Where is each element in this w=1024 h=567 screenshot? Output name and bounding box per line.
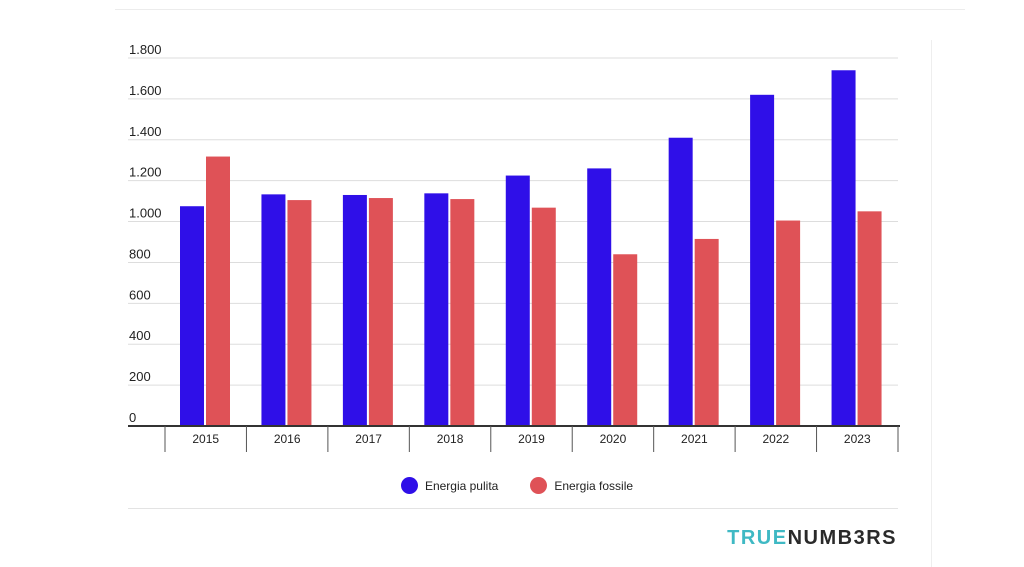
bar-energia-fossile-2015: [206, 156, 230, 426]
x-tick-label-2019: 2019: [518, 432, 545, 446]
bar-energia-pulita-2023: [831, 70, 856, 427]
legend-label-energia-pulita: Energia pulita: [424, 478, 499, 493]
x-tick-label-2020: 2020: [600, 432, 627, 446]
logo-part-numb3rs: NUMB3RS: [787, 527, 897, 549]
legend-swatch-energia-pulita: [400, 477, 418, 494]
bar-energia-fossile-2022: [776, 220, 801, 426]
logo-part-true: TRUE: [727, 527, 788, 549]
legend: Energia pulita Energia fossile: [0, 477, 1024, 494]
bar-energia-fossile-2023: [857, 211, 882, 426]
top-divider: [115, 9, 965, 10]
right-divider: [931, 40, 932, 567]
bar-energia-fossile-2016: [287, 200, 312, 426]
bar-energia-fossile-2018: [450, 199, 475, 426]
legend-label-energia-fossile: Energia fossile: [554, 478, 634, 493]
y-tick-label-0: 0: [129, 410, 136, 425]
x-tick-label-2022: 2022: [762, 432, 789, 446]
brand-logo: TRUENUMB3RS: [727, 527, 897, 550]
y-tick-label-7: 1.400: [129, 124, 162, 139]
legend-swatch-energia-fossile: [530, 477, 548, 494]
bar-energia-pulita-2022: [750, 94, 775, 427]
bar-chart: 0 200 400 600 800 1.000 1.200 1.400 1.600 1.800 20…: [128, 42, 900, 452]
legend-item-energia-pulita[interactable]: Energia pulita: [400, 477, 499, 494]
y-tick-label-2: 400: [129, 328, 151, 343]
bar-energia-fossile-2021: [694, 238, 719, 426]
x-tick-label-2021: 2021: [681, 432, 708, 446]
bar-energia-pulita-2016: [261, 194, 286, 426]
x-tick-label-2018: 2018: [437, 432, 464, 446]
x-tick-label-2015: 2015: [192, 432, 219, 446]
y-tick-label-5: 1.000: [129, 206, 162, 221]
x-tick-label-2016: 2016: [274, 432, 301, 446]
bar-energia-pulita-2017: [342, 194, 367, 426]
bar-energia-pulita-2018: [424, 193, 449, 426]
bar-energia-pulita-2020: [587, 168, 612, 426]
y-tick-label-1: 200: [129, 369, 151, 384]
x-tick-label-2017: 2017: [355, 432, 382, 446]
bar-energia-fossile-2019: [531, 207, 556, 426]
bar-energia-fossile-2020: [613, 254, 638, 426]
bar-energia-pulita-2021: [668, 137, 693, 426]
y-tick-label-6: 1.200: [129, 165, 162, 180]
y-tick-label-3: 600: [129, 287, 151, 302]
y-tick-label-4: 800: [129, 246, 151, 261]
y-tick-label-8: 1.600: [129, 83, 162, 98]
legend-item-energia-fossile[interactable]: Energia fossile: [530, 477, 633, 494]
bar-energia-pulita-2015: [180, 206, 204, 426]
bar-energia-fossile-2017: [368, 198, 393, 426]
x-tick-label-2023: 2023: [844, 432, 871, 446]
y-tick-label-9: 1.800: [129, 42, 162, 57]
legend-divider: [128, 508, 898, 509]
bar-energia-pulita-2019: [505, 175, 530, 426]
